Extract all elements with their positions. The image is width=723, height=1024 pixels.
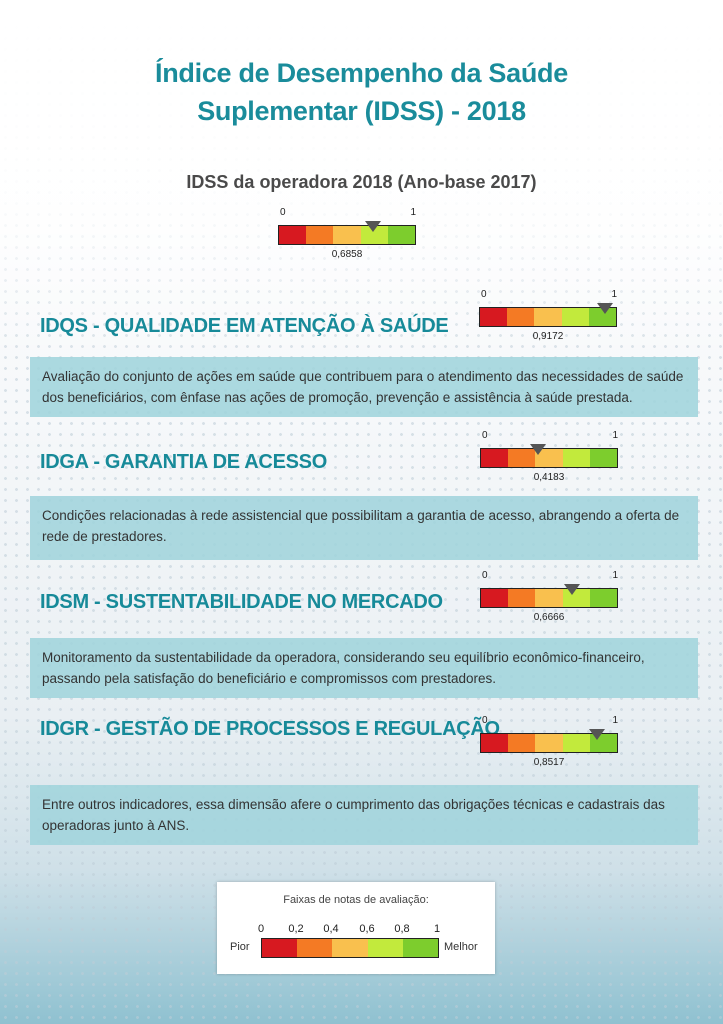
legend-segment bbox=[262, 939, 298, 957]
gauge-min-label: 0 bbox=[482, 430, 488, 441]
gauge-segment bbox=[507, 308, 535, 326]
gauge-segment bbox=[589, 449, 618, 467]
gauge-max-label: 1 bbox=[612, 430, 618, 441]
gauge-scale bbox=[480, 448, 618, 468]
gauge-scale bbox=[278, 225, 416, 245]
overall-subtitle: IDSS da operadora 2018 (Ano-base 2017) bbox=[186, 172, 537, 192]
gauge-pointer-icon bbox=[364, 221, 381, 232]
legend-tick: 0,4 bbox=[323, 923, 339, 935]
legend-scale bbox=[261, 938, 439, 958]
gauge-segment bbox=[508, 449, 536, 467]
gauge-idga: 0 1 0,4183 bbox=[480, 430, 620, 492]
gauge-min-label: 0 bbox=[280, 207, 286, 218]
gauge-pointer-icon bbox=[597, 303, 614, 314]
legend-worst-label: Pior bbox=[230, 941, 250, 953]
gauge-segment bbox=[561, 308, 589, 326]
gauge-scale bbox=[480, 733, 618, 753]
page-title: Índice de Desempenho da Saúde Suplementa… bbox=[0, 54, 723, 130]
gauge-segment bbox=[508, 734, 536, 752]
legend-tick: 0,8 bbox=[394, 923, 410, 935]
gauge-segment bbox=[481, 449, 509, 467]
section-title-idqs: IDQS - QUALIDADE EM ATENÇÃO À SAÚDE bbox=[40, 315, 449, 337]
gauge-min-label: 0 bbox=[482, 715, 488, 726]
gauge-value: 0,8517 bbox=[533, 757, 565, 768]
legend-segment bbox=[297, 939, 333, 957]
gauge-idsm: 0 1 0,6666 bbox=[480, 570, 620, 632]
legend-tick: 0,6 bbox=[359, 923, 375, 935]
gauge-pointer-icon bbox=[564, 584, 581, 595]
gauge-value: 0,6666 bbox=[533, 612, 565, 623]
gauge-pointer-icon bbox=[530, 444, 547, 455]
gauge-value: 0,4183 bbox=[533, 472, 565, 483]
gauge-value: 0,6858 bbox=[331, 249, 363, 260]
gauge-segment bbox=[508, 589, 536, 607]
legend-ticks: 0 0,2 0,4 0,6 0,8 1 bbox=[217, 923, 495, 937]
overall-gauge: 0 1 0,6858 bbox=[278, 207, 418, 269]
page-title-line-2: Suplementar (IDSS) - 2018 bbox=[197, 96, 526, 126]
legend-title: Faixas de notas de avaliação: bbox=[283, 894, 429, 906]
gauge-segment bbox=[387, 226, 416, 244]
gauge-max-label: 1 bbox=[612, 570, 618, 581]
background-fade bbox=[0, 0, 723, 360]
section-title-idgr: IDGR - GESTÃO DE PROCESSOS E REGULAÇÃO bbox=[40, 718, 500, 740]
gauge-segment bbox=[306, 226, 334, 244]
gauge-segment bbox=[535, 589, 563, 607]
section-description-idgr: Entre outros indicadores, essa dimensão … bbox=[30, 785, 698, 845]
gauge-min-label: 0 bbox=[481, 289, 487, 300]
gauge-max-label: 1 bbox=[410, 207, 416, 218]
gauge-segment bbox=[562, 449, 590, 467]
legend-segment bbox=[367, 939, 403, 957]
gauge-segment bbox=[480, 308, 508, 326]
gauge-idqs: 0 1 0,9172 bbox=[479, 289, 619, 351]
page-title-line-1: Índice de Desempenho da Saúde bbox=[155, 58, 568, 88]
section-description-idsm: Monitoramento da sustentabilidade da ope… bbox=[30, 638, 698, 698]
gauge-segment bbox=[481, 589, 509, 607]
gauge-value: 0,9172 bbox=[532, 331, 564, 342]
legend-best-label: Melhor bbox=[444, 941, 478, 953]
legend-segment bbox=[402, 939, 439, 957]
gauge-max-label: 1 bbox=[612, 715, 618, 726]
gauge-segment bbox=[562, 734, 590, 752]
legend-segment bbox=[332, 939, 368, 957]
gauge-segment bbox=[333, 226, 361, 244]
legend-tick: 0 bbox=[257, 923, 265, 935]
gauge-idgr: 0 1 0,8517 bbox=[480, 715, 620, 777]
gauge-segment bbox=[589, 589, 618, 607]
gauge-max-label: 1 bbox=[611, 289, 617, 300]
gauge-scale bbox=[480, 588, 618, 608]
gauge-pointer-icon bbox=[589, 729, 606, 740]
rating-legend: Faixas de notas de avaliação: 0 0,2 0,4 … bbox=[217, 882, 495, 974]
legend-tick: 0,2 bbox=[288, 923, 304, 935]
legend-tick: 1 bbox=[433, 923, 441, 935]
gauge-segment bbox=[279, 226, 307, 244]
gauge-min-label: 0 bbox=[482, 570, 488, 581]
section-description-idqs: Avaliação do conjunto de ações em saúde … bbox=[30, 357, 698, 417]
gauge-segment bbox=[534, 308, 562, 326]
gauge-segment bbox=[535, 734, 563, 752]
section-title-idsm: IDSM - SUSTENTABILIDADE NO MERCADO bbox=[40, 591, 443, 613]
section-description-idga: Condições relacionadas à rede assistenci… bbox=[30, 496, 698, 560]
section-title-idga: IDGA - GARANTIA DE ACESSO bbox=[40, 451, 327, 473]
gauge-segment bbox=[481, 734, 509, 752]
